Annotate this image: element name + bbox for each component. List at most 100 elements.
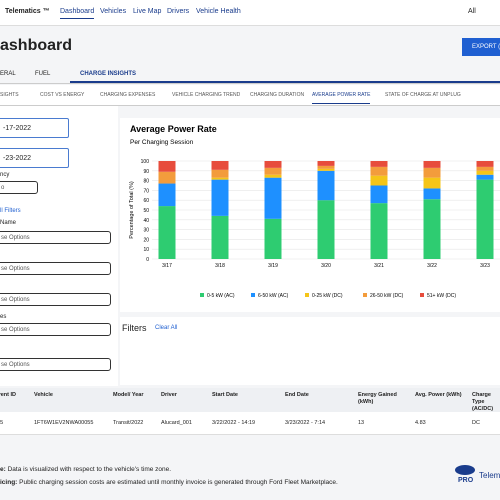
bar-segment [158,171,176,184]
bar-segment [423,167,441,178]
subtab-bar [0,85,500,106]
tab[interactable]: FUEL [35,71,51,77]
field-label: ncy [0,172,10,178]
legend-swatch [200,293,204,297]
field-label: Name [0,220,17,226]
bar-segment [476,179,494,259]
bar-segment [370,175,388,186]
bar-segment [264,177,282,219]
bar-segment [370,185,388,204]
subtab[interactable]: COST VS ENERGY [40,92,85,98]
note-text: Data is visualized with respect to the v… [7,466,172,473]
select[interactable]: se Options [0,323,111,336]
bar-segment [264,167,282,175]
bar-segment [211,161,229,170]
legend-label: 51+ kW (DC) [427,293,456,299]
y-tick-label: 0 [146,257,149,263]
column-header: End Date [285,392,309,398]
table-cell: DC [472,420,480,426]
subtab[interactable]: AVERAGE POWER RATE [312,92,371,104]
x-tick-label: 3/18 [215,263,225,269]
y-tick-label: 10 [143,247,149,253]
x-tick-label: 3/17 [162,263,172,269]
column-header: Event ID [0,392,17,398]
nav-link[interactable]: Live Map [133,8,162,15]
brand: Telematics ™ [5,8,50,15]
frequency-select[interactable]: o [0,181,38,194]
x-tick-label: 3/23 [480,263,490,269]
bar-segment [211,179,229,216]
table-cell: 3/23/2022 - 7:14 [285,420,326,426]
subtab[interactable]: STATE OF CHARGE AT UNPLUG [385,92,461,98]
table-header [0,388,500,412]
y-tick-label: 50 [143,208,149,214]
bar-segment [476,161,494,167]
all-filters-link[interactable]: ll Filters [0,208,21,214]
bar-segment [370,161,388,167]
table-cell: 3/22/2022 - 14:19 [212,420,256,426]
legend-label: 6-50 kW (AC) [258,293,289,299]
date-text: -23-2022 [3,155,32,162]
column-header: Avg. Power (kWh) [415,392,462,398]
note-label: icing: [0,479,18,486]
table-cell: Transit/2022 [113,420,144,426]
nav-link[interactable]: Vehicles [100,8,127,15]
subtab[interactable]: CHARGING EXPENSES [100,92,156,98]
start-date[interactable]: -17-2022 [0,118,69,138]
account[interactable]: All [468,8,476,15]
bar-segment [423,199,441,259]
table-cell: 4.83 [415,420,426,426]
y-tick-label: 40 [143,218,149,224]
table-row [0,412,500,435]
subtab[interactable]: VEHICLE CHARGING TREND [172,92,241,98]
y-tick-label: 70 [143,188,149,194]
y-tick-label: 100 [141,159,150,165]
legend-swatch [420,293,424,297]
top-nav [0,0,500,26]
chart-subtitle: Per Charging Session [130,139,194,146]
ford-logo [455,465,475,475]
export-button[interactable]: EXPORT ( [462,38,500,56]
nav-link[interactable]: Dashboard [60,8,95,19]
brand-text: Telem [479,471,500,480]
bar-segment [476,174,494,180]
x-tick-label: 3/20 [321,263,331,269]
subtab[interactable]: SIGHTS [0,92,19,98]
bar-segment [476,166,494,171]
bar-segment [211,215,229,259]
bar-segment [158,206,176,259]
bar-segment [370,203,388,259]
nav-link[interactable]: Drivers [167,8,190,15]
column-header: Vehicle [34,392,53,398]
column-header: Charge Type (AC/DC) [472,392,494,412]
footer-note: e: Data is visualized with respect to th… [0,466,171,473]
subtab[interactable]: CHARGING DURATION [250,92,305,98]
select[interactable]: se Options [0,293,111,306]
table-cell: Alucard_001 [161,420,192,426]
bar-segment [264,174,282,178]
legend-swatch [363,293,367,297]
bar-segment [158,161,176,172]
legend-label: 0-5 kW (AC) [207,293,235,299]
note-label: e: [0,466,6,473]
bar-segment [317,170,335,201]
bar-segment [317,168,335,171]
bar-segment [158,183,176,207]
clear-all[interactable]: Clear All [155,325,178,331]
bar-segment [211,169,229,178]
nav-link[interactable]: Vehicle Health [196,8,241,15]
table-cell: 13 [358,420,365,426]
tab[interactable]: ERAL [0,71,16,77]
select[interactable]: se Options [0,358,111,371]
end-date[interactable]: -23-2022 [0,148,69,168]
select[interactable]: se Options [0,231,111,244]
tab[interactable]: CHARGE INSIGHTS [80,71,137,77]
filters-card [120,317,500,385]
y-tick-label: 60 [143,198,149,204]
select[interactable]: se Options [0,262,111,275]
bar-segment [423,177,441,189]
chart-title: Average Power Rate [130,124,217,134]
date-text: -17-2022 [3,125,32,132]
y-tick-label: 90 [143,169,149,175]
